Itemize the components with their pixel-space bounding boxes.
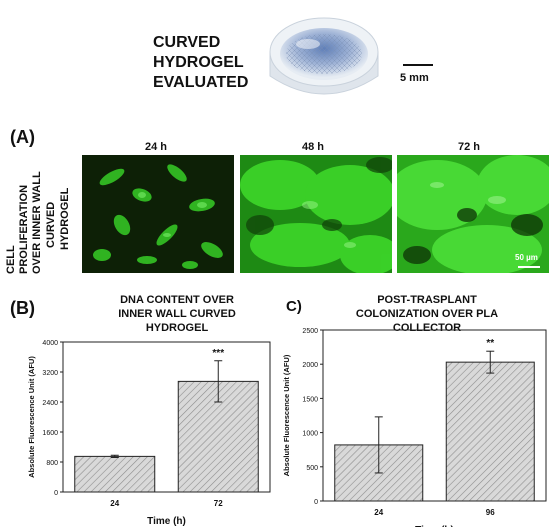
chart-b-title-line: INNER WALL CURVED — [118, 308, 236, 320]
x-tick-label: 72 — [214, 499, 223, 508]
chart-c-title-line: COLLECTOR — [392, 322, 462, 334]
hydrogel-title-line: EVALUATED — [153, 74, 249, 91]
hydrogel-dish-photo — [262, 8, 386, 110]
x-axis-label: Time (h) — [147, 516, 186, 527]
hydrogel-title-line: CURVED — [153, 34, 221, 51]
scale-bar-label: 5 mm — [400, 72, 429, 84]
fluorescence-image-24h — [82, 155, 234, 273]
chart-c-colonization: 0 500 1000 1500 2000 2500 24 ** 96 Time (h) Absolu… — [282, 328, 547, 527]
chart-c-title-line: COLONIZATION OVER PLA — [355, 308, 499, 320]
y-tick-label: 2500 — [302, 328, 318, 335]
hydrogel-title: CURVED HYDROGEL EVALUATED — [153, 33, 273, 93]
bar — [445, 361, 535, 502]
y-tick-label: 1000 — [302, 431, 318, 438]
chart-b-title-line: DNA CONTENT OVER — [120, 294, 234, 306]
fluorescence-image-48h — [240, 155, 392, 273]
panel-a-side-label: CELL PROLIFERATION OVER INNER WALL CURVE… — [4, 152, 90, 276]
panel-a-label: (A) — [10, 127, 35, 147]
y-tick-label: 4000 — [42, 340, 58, 347]
time-label-48h: 48 h — [302, 141, 325, 153]
x-tick-label: 24 — [110, 499, 119, 508]
chart-b-title-line: HYDROGEL — [145, 322, 209, 334]
chart-b-title: DNA CONTENT OVER INNER WALL CURVED HYDRO… — [82, 293, 272, 335]
x-axis-label: Time (h) — [415, 525, 454, 527]
side-label-line: HYDROGEL — [59, 187, 71, 250]
y-tick-label: 1500 — [302, 396, 318, 403]
scale-bar — [403, 64, 433, 66]
plot-frame — [62, 341, 271, 493]
hydrogel-title-line: HYDROGEL — [153, 54, 244, 71]
y-tick-label: 500 — [306, 465, 318, 472]
y-axis-label: Absolute Fluorescence Unit (AFU) — [282, 354, 291, 476]
chart-b-dna-content: 0 800 1600 2400 3200 4000 24 *** 72 Time (h) Absol… — [27, 340, 271, 527]
chart-c-title: POST-TRASPLANT COLONIZATION OVER PLA COL… — [322, 293, 532, 335]
time-label-72h: 72 h — [458, 141, 481, 153]
image-scale-bar — [518, 266, 540, 268]
chart-c-title-line: POST-TRASPLANT — [377, 294, 477, 306]
y-tick-label: 2400 — [42, 400, 58, 407]
y-tick-label: 2000 — [302, 362, 318, 369]
bar — [74, 455, 156, 493]
fluorescence-image-72h — [397, 155, 549, 273]
plot-frame — [322, 329, 547, 502]
time-label-24h: 24 h — [145, 141, 168, 153]
y-tick-label: 0 — [54, 490, 58, 497]
side-label-line: CURVED — [45, 202, 57, 248]
side-label-line: CELL — [5, 245, 17, 274]
y-tick-label: 0 — [314, 499, 318, 506]
x-tick-label: 96 — [486, 508, 495, 517]
side-label-line: PROLIFERATION — [18, 185, 30, 274]
panel-b-label: (B) — [10, 298, 35, 318]
x-tick-label: 24 — [374, 508, 383, 517]
image-scale-bar-label: 50 µm — [515, 253, 538, 262]
y-tick-label: 3200 — [42, 370, 58, 377]
panel-c-label: C) — [286, 298, 302, 315]
side-label-line: OVER INNER WALL — [31, 171, 43, 274]
y-tick-label: 1600 — [42, 430, 58, 437]
significance-marker: ** — [486, 338, 494, 349]
y-axis-label: Absolute Fluorescence Unit (AFU) — [27, 356, 36, 478]
y-tick-label: 800 — [46, 460, 58, 467]
significance-marker: *** — [212, 348, 224, 359]
